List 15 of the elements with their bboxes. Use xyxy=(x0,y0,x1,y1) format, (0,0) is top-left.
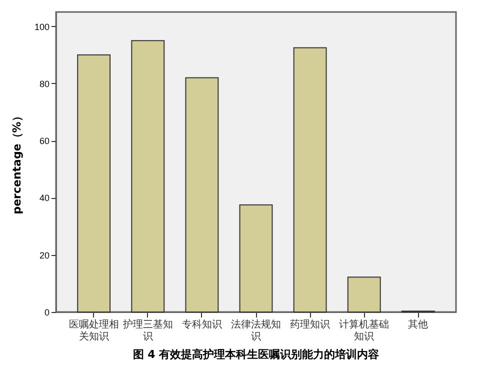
x-tick-label: 护理三基知识 xyxy=(122,318,173,342)
x-tick-label: 计算机基础知识 xyxy=(339,318,390,342)
x-tick-label: 专科知识 xyxy=(182,318,222,330)
text: 图 4 有效提高护理本科生医嘱识别能力的培训内容 xyxy=(132,348,380,361)
x-tick-label: 其他 xyxy=(408,318,428,330)
y-tick-label: 40 xyxy=(39,193,50,204)
x-tick-label: 医嘱处理相关知识 xyxy=(68,318,119,342)
y-tick-label: 20 xyxy=(39,250,50,260)
y-axis-title: percentage（%） xyxy=(10,110,24,214)
y-tick-label: 0 xyxy=(44,308,50,318)
x-tick-label: 法律法规知识 xyxy=(231,318,281,342)
x-tick-label: 药理知识 xyxy=(290,318,330,330)
y-tick-label: 100 xyxy=(34,22,50,32)
y-tick-label: 60 xyxy=(39,136,50,146)
y-tick-label: 80 xyxy=(39,78,50,89)
